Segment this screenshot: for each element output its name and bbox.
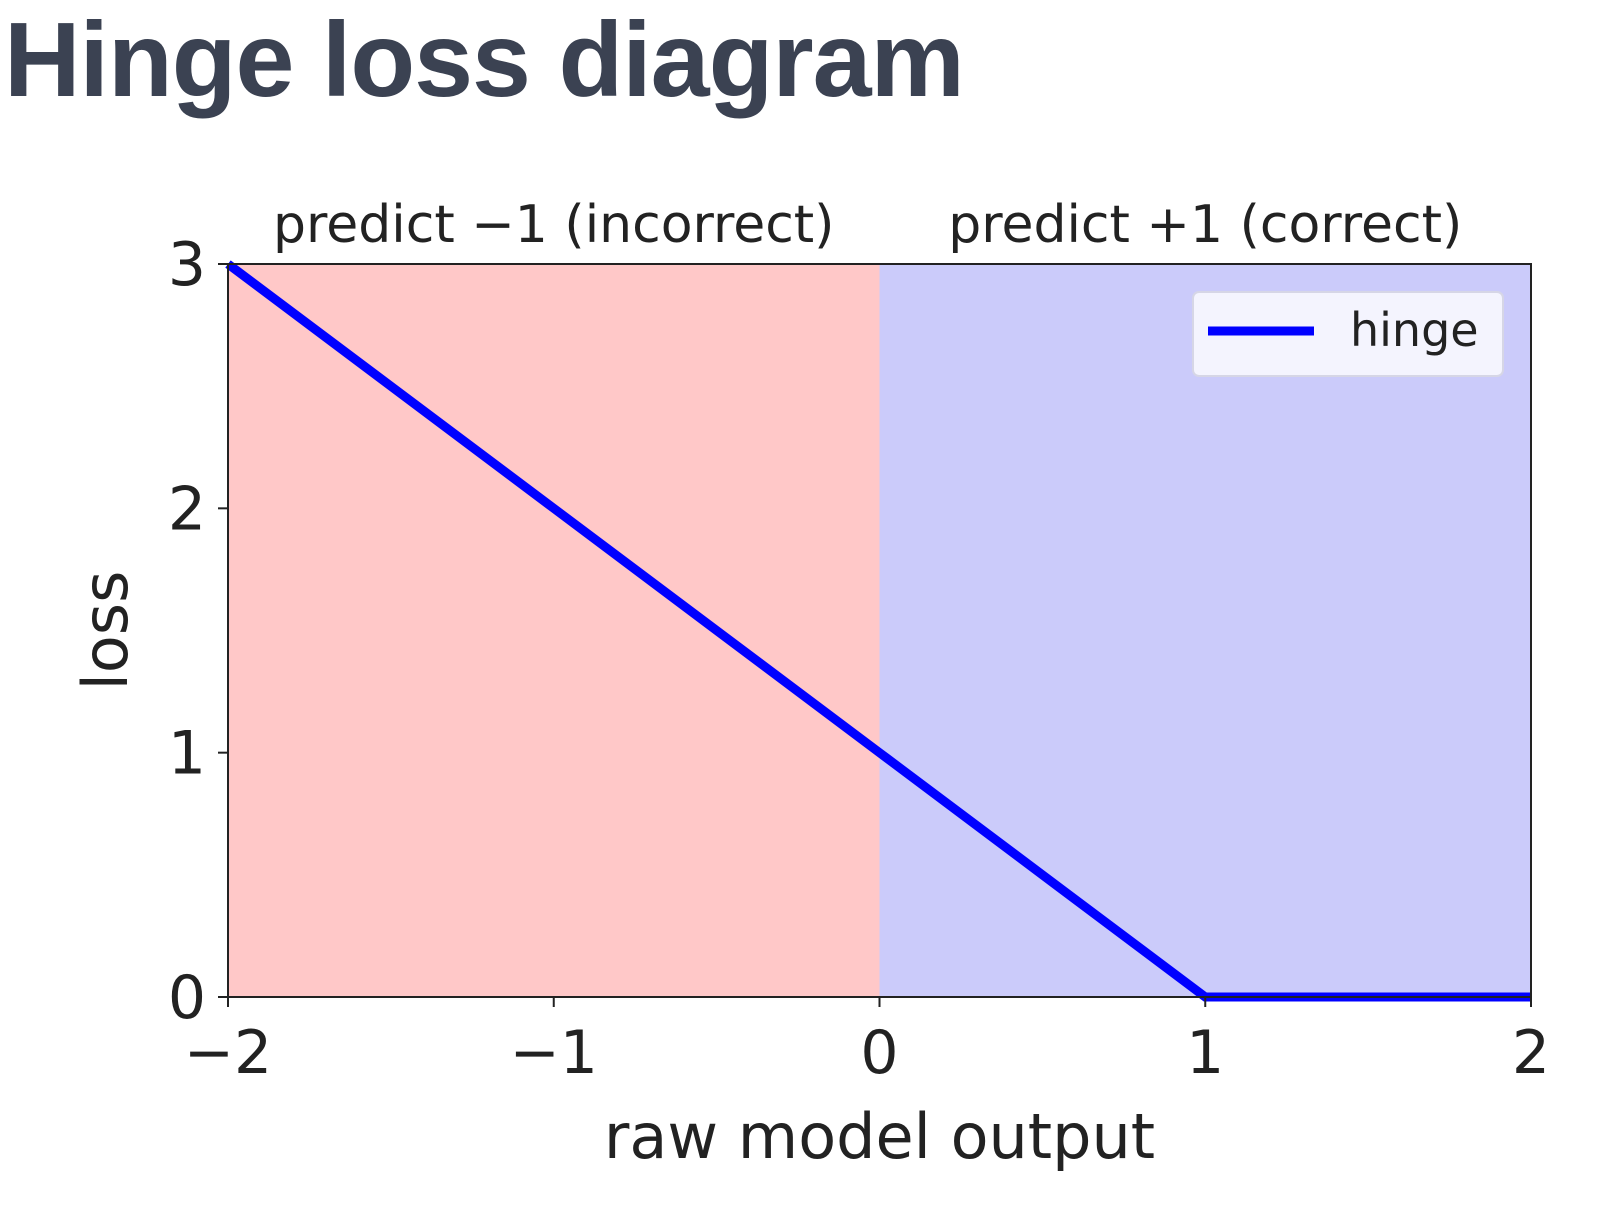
legend: hinge [1192, 291, 1504, 377]
x-tick-label-3: 1 [1186, 1018, 1224, 1088]
x-axis-label: raw model output [604, 1100, 1155, 1173]
region-backgrounds [228, 264, 1531, 997]
x-axis-ticks: −2 −1 0 1 2 [184, 997, 1550, 1088]
region-label-1: predict +1 (correct) [948, 195, 1462, 255]
region-0 [228, 264, 880, 997]
x-tick-label-1: −1 [510, 1018, 598, 1088]
region-1 [879, 264, 1531, 997]
x-tick-label-4: 2 [1512, 1018, 1550, 1088]
y-tick-label-1: 1 [168, 719, 206, 789]
y-axis-label: loss [69, 571, 142, 691]
region-label-0: predict −1 (incorrect) [273, 195, 834, 255]
y-tick-label-0: 0 [168, 963, 206, 1033]
y-tick-label-3: 3 [168, 230, 206, 300]
y-tick-label-2: 2 [168, 474, 206, 544]
x-tick-label-2: 0 [860, 1018, 898, 1088]
region-labels: predict −1 (incorrect) predict +1 (correc… [273, 195, 1462, 255]
y-axis-ticks: 0 1 2 3 [168, 230, 228, 1033]
x-tick-label-0: −2 [184, 1018, 272, 1088]
page-title: Hinge loss diagram [4, 1, 965, 119]
legend-label-hinge: hinge [1350, 303, 1479, 357]
legend-box [1192, 291, 1504, 377]
